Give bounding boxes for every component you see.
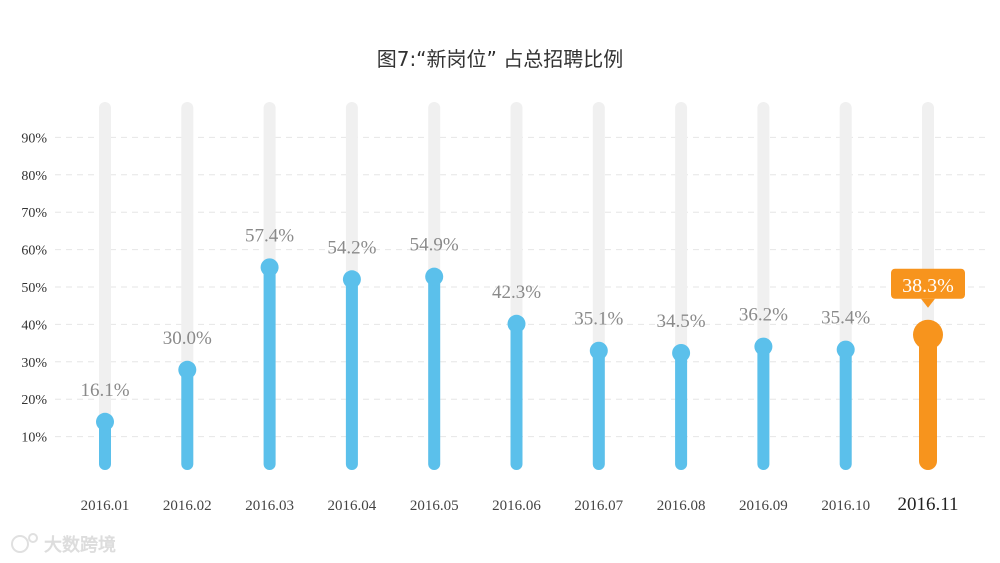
value-label: 34.5%: [657, 311, 706, 332]
x-tick-label: 2016.08: [657, 498, 706, 514]
x-tick-label: 2016.07: [574, 498, 623, 514]
bar-point: [836, 340, 855, 359]
bar-point: [589, 341, 608, 360]
y-tick-label: 60%: [21, 244, 47, 259]
bar: [839, 349, 852, 470]
value-label: 42.3%: [492, 282, 541, 303]
bar: [99, 421, 111, 470]
x-tick-label: 2016.04: [328, 498, 377, 514]
bar: [181, 369, 194, 470]
x-tick-label: 2016.05: [410, 498, 459, 514]
value-label: 36.2%: [739, 305, 788, 326]
value-label: 35.4%: [821, 308, 870, 329]
watermark-icon: [11, 533, 38, 553]
x-tick-label: 2016.02: [163, 498, 212, 514]
bar-point: [913, 319, 943, 350]
bar: [263, 267, 276, 470]
value-label: 30.0%: [163, 328, 212, 349]
x-tick-label: 2016.10: [821, 498, 870, 514]
bar-point: [96, 412, 114, 431]
x-axis-ticks: 2016.01 2016.02 2016.03 2016.04 2016.05 2016.…: [81, 494, 959, 515]
x-tick-label: 2016.09: [739, 498, 788, 514]
y-axis-ticks: 10% 20% 30% 40% 50% 60% 70% 80% 90%: [21, 131, 47, 445]
y-tick-label: 50%: [21, 281, 47, 296]
y-tick-label: 30%: [21, 356, 47, 371]
highlight-label-bubble: [891, 268, 965, 299]
bar: [345, 279, 358, 470]
highlight-label-pointer: [921, 298, 935, 308]
bar-track: [99, 102, 111, 470]
y-tick-label: 80%: [21, 169, 47, 184]
x-tick-label: 2016.01: [81, 498, 130, 514]
chart-title: 图7:“新岗位” 占总招聘比例: [377, 47, 624, 71]
bars: [96, 258, 943, 470]
bar: [428, 276, 441, 470]
watermark-logo: 大数跨境: [11, 533, 116, 556]
bar-point: [178, 360, 197, 379]
value-label: 54.9%: [410, 235, 459, 256]
bar: [510, 323, 523, 470]
value-label: 35.1%: [574, 309, 623, 330]
bar-point: [507, 314, 526, 333]
watermark-text: 大数跨境: [44, 534, 116, 556]
y-tick-label: 20%: [21, 393, 47, 408]
y-tick-label: 40%: [21, 318, 47, 333]
bar-point: [672, 343, 691, 362]
value-labels: 16.1% 30.0% 57.4% 54.2% 54.9% 42.3% 35.1% 34.5%…: [80, 225, 965, 401]
bar: [919, 334, 937, 470]
bar: [675, 352, 688, 470]
y-tick-label: 10%: [21, 431, 47, 446]
y-tick-label: 70%: [21, 206, 47, 221]
bar-point: [425, 267, 444, 286]
value-label: 16.1%: [80, 380, 129, 401]
x-tick-label: 2016.03: [245, 498, 294, 514]
value-label: 38.3%: [902, 275, 954, 297]
bar: [592, 350, 605, 470]
x-tick-label: 2016.06: [492, 498, 541, 514]
bar-point: [754, 337, 773, 356]
x-tick-label: 2016.11: [897, 494, 958, 515]
bar-point: [260, 258, 279, 277]
value-label: 54.2%: [327, 237, 376, 258]
bar: [757, 346, 770, 470]
y-tick-label: 90%: [21, 131, 47, 146]
bar-point: [342, 270, 361, 289]
value-label: 57.4%: [245, 225, 294, 246]
